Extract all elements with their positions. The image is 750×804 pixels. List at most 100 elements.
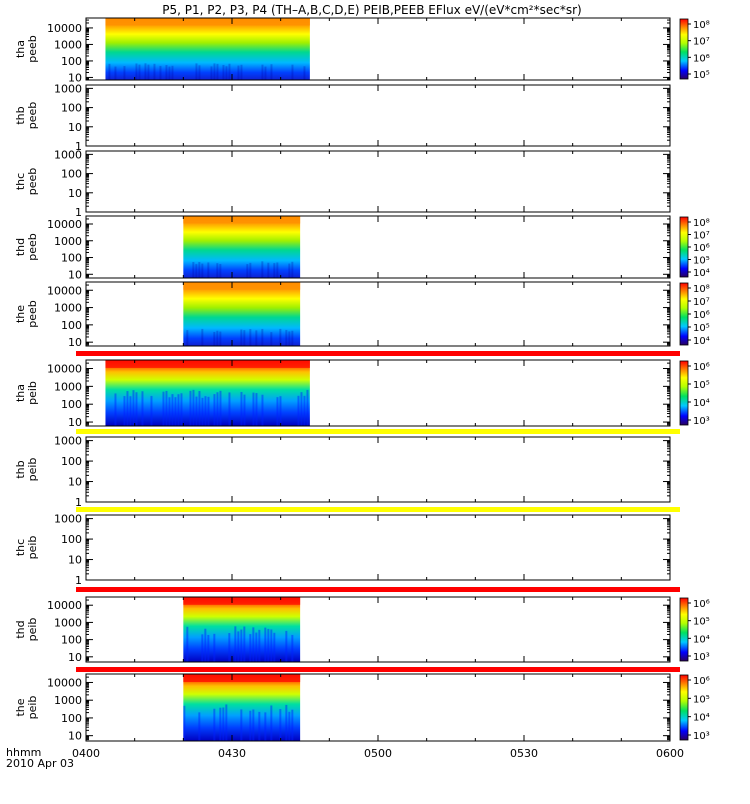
spectrogram-stripe — [201, 397, 204, 426]
spectrogram-stripe — [267, 262, 270, 278]
x-tick-label: 0600 — [656, 747, 684, 760]
panel-frame — [85, 281, 671, 347]
colorbar-tick-label: 10⁵ — [693, 323, 710, 334]
spectrogram-stripe — [222, 64, 225, 80]
y-tick-label: 100 — [61, 634, 82, 647]
spectrogram-stripe — [189, 390, 192, 426]
spectrogram-stripe — [129, 396, 132, 426]
y-tick-label: 10 — [68, 268, 82, 281]
spectrogram-stripe — [144, 63, 147, 80]
spectrogram-stripe — [252, 709, 255, 741]
panel-ylabel-probe: tha — [14, 40, 27, 58]
spectrogram-stripe — [135, 392, 138, 426]
spectrogram-stripe — [219, 331, 222, 346]
spectrogram-block — [105, 18, 310, 80]
spectrogram-stripe — [240, 391, 243, 426]
colorbar — [679, 18, 689, 80]
spectrogram-stripe — [213, 63, 216, 80]
y-tick-label: 10000 — [47, 676, 82, 689]
spectrogram-stripe — [240, 64, 243, 80]
y-tick-label: 1000 — [54, 148, 82, 161]
spectrogram-stripe — [186, 330, 189, 346]
spectrogram-stripe — [291, 64, 294, 80]
spectrogram-stripe — [123, 396, 126, 426]
spectrogram-stripe — [198, 65, 201, 80]
spectrogram-stripe — [219, 707, 222, 741]
panel-thc-peib: 1 10 100 1000 thc peib — [14, 513, 671, 587]
panel-ylabel-probe: thd — [14, 238, 27, 256]
spectrogram-stripe — [135, 63, 138, 80]
y-tick-label: 100 — [61, 455, 82, 468]
y-tick-label: 1000 — [54, 694, 82, 707]
spectrogram-stripe — [210, 66, 213, 80]
spectrogram-stripe — [186, 626, 189, 662]
spectrogram-stripe — [288, 263, 291, 278]
spectrogram-top-band — [105, 360, 310, 368]
y-tick-label: 100 — [61, 102, 82, 115]
colorbar-tick-label: 10⁷ — [693, 37, 710, 48]
spectrogram-stripe — [237, 631, 240, 662]
y-tick-label: 10 — [68, 554, 82, 567]
spectrogram-stripe — [147, 64, 150, 80]
y-tick-label: 100 — [61, 55, 82, 68]
colorbar-tick-label: 10⁴ — [693, 398, 710, 409]
colorbar-tick-label: 10⁵ — [693, 70, 710, 81]
y-tick-label: 1 — [75, 574, 82, 587]
spectrogram-stripe — [276, 397, 279, 426]
spectrogram-stripe — [249, 710, 252, 741]
x-tick-label: 0500 — [364, 747, 392, 760]
spectrogram-stripe — [261, 261, 264, 278]
spectrogram-stripe — [261, 64, 264, 80]
y-tick-label: 100 — [61, 398, 82, 411]
spectrogram-stripe — [219, 390, 222, 426]
x-tick-label: 0530 — [510, 747, 538, 760]
y-tick-label: 10 — [68, 121, 82, 134]
colorbar-tick-label: 10⁶ — [693, 599, 710, 610]
spectrogram-stripe — [195, 396, 198, 426]
panel-ylabel-instrument: peib — [26, 618, 39, 642]
spectrogram-stripe — [228, 392, 231, 426]
y-tick-label: 10000 — [47, 284, 82, 297]
panel-ylabel-probe: the — [14, 305, 27, 323]
colorbar — [679, 597, 689, 662]
spectrogram-texture — [114, 389, 309, 426]
spectrogram-block — [183, 597, 301, 662]
panel-ylabel-instrument: peeb — [26, 168, 39, 196]
y-tick-label: 1000 — [54, 302, 82, 315]
y-tick-label: 10 — [68, 416, 82, 429]
panel-frame — [85, 84, 671, 147]
panel-ylabel-instrument: peib — [26, 696, 39, 720]
spectrogram-stripe — [150, 395, 153, 426]
spectrogram-stripe — [279, 709, 282, 741]
spectrogram-stripe — [270, 705, 273, 741]
spectrogram-top-band — [183, 674, 301, 683]
y-tick-label: 1 — [75, 140, 82, 153]
y-tick-label: 1000 — [54, 380, 82, 393]
date-label: 2010 Apr 03 — [6, 757, 74, 770]
status-bar — [76, 507, 680, 512]
spectrogram-stripe — [192, 261, 195, 278]
panel-frame — [85, 514, 671, 581]
spectrogram-stripe — [240, 709, 243, 741]
spectrogram-stripe — [243, 626, 246, 662]
y-tick-label: 10 — [68, 476, 82, 489]
spectrogram-stripe — [168, 397, 171, 426]
spectrogram-stripe — [174, 397, 177, 426]
spectrogram-stripe — [216, 63, 219, 80]
spectrogram-stripe — [255, 632, 258, 662]
spectrogram-stripe — [270, 332, 273, 346]
panel-ylabel-probe: the — [14, 698, 27, 716]
spectrogram-stripe — [198, 261, 201, 278]
spectrogram-stripe — [141, 391, 144, 426]
spectrogram-stripe — [138, 64, 141, 80]
spectrogram-stripe — [177, 394, 180, 426]
panel-ylabel-instrument: peeb — [26, 300, 39, 328]
spectrogram-stripe — [270, 629, 273, 662]
panel-frame — [85, 596, 671, 663]
spectrogram-stripe — [240, 329, 243, 346]
spectrogram-stripe — [207, 634, 210, 662]
colorbar-tick-label: 10³ — [693, 416, 710, 427]
spectrogram-stripe — [201, 328, 204, 346]
